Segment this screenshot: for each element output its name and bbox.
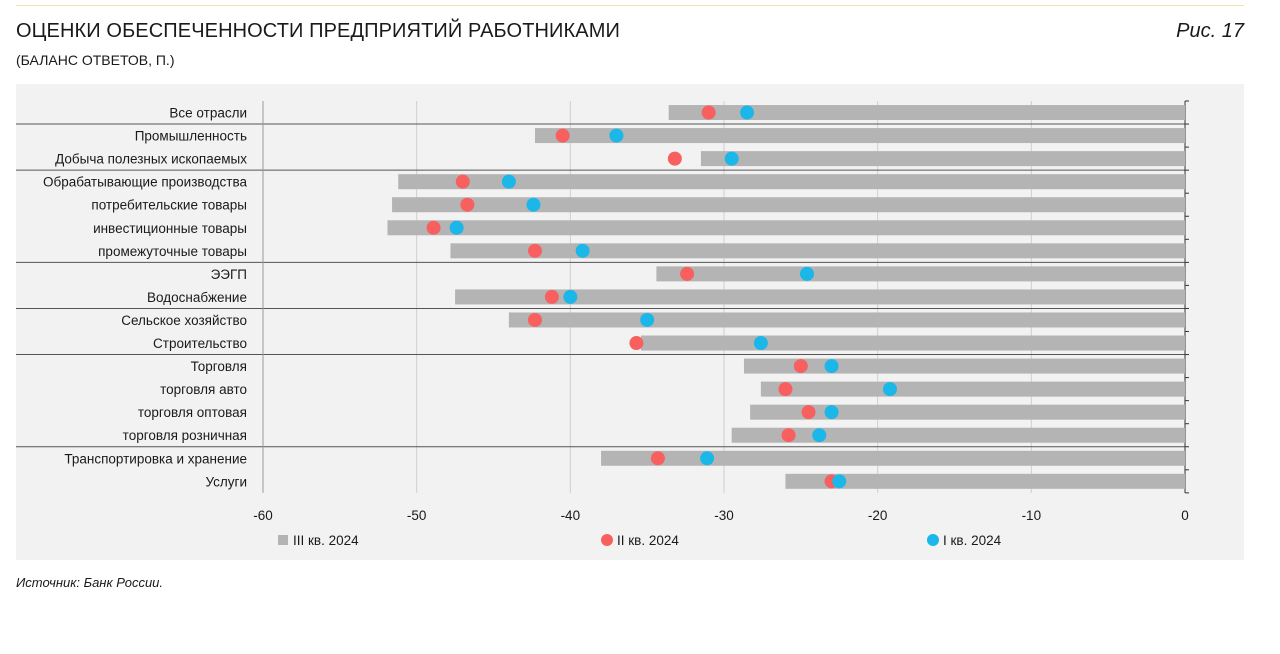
bar-q3-7 [656,266,1185,282]
bar-q3-0 [668,105,1185,121]
dot-q1-15 [700,451,715,466]
dot-q1-13 [824,405,839,420]
dot-q1-1 [609,128,624,143]
category-label: потребительские товары [91,198,247,213]
dot-q1-6 [575,243,590,258]
x-tick-label: -60 [253,508,273,523]
dot-q1-2 [724,151,739,166]
dot-q1-8 [563,289,578,304]
dot-q2-13 [801,405,816,420]
dot-q2-11 [793,359,808,374]
bar-q3-10 [641,335,1185,351]
category-label: Сельское хозяйство [121,313,247,328]
bar-q3-9 [508,312,1185,328]
dot-q2-8 [544,289,559,304]
dot-q1-4 [526,197,541,212]
bar-q3-2 [700,151,1185,167]
category-label: Строительство [153,336,247,351]
legend-q2-label: II кв. 2024 [617,533,679,548]
dot-q1-12 [882,382,897,397]
dot-q1-10 [753,336,768,351]
category-label: Услуги [205,474,247,489]
dot-q2-15 [650,451,665,466]
dot-q2-6 [527,243,542,258]
category-label: ЭЭГП [211,267,247,282]
chart-title: ОЦЕНКИ ОБЕСПЕЧЕННОСТИ ПРЕДПРИЯТИЙ РАБОТН… [16,20,620,42]
dot-q1-7 [799,266,814,281]
category-label: Все отрасли [169,106,247,121]
bar-q3-16 [785,473,1185,489]
dot-q1-3 [501,174,516,189]
bar-q3-8 [455,289,1185,305]
category-label: Промышленность [135,129,247,144]
legend-q2-swatch [601,534,613,546]
figure-label: Рис. 17 [1176,20,1244,42]
legend-q3-swatch [278,535,288,545]
bar-q3-3 [398,174,1185,190]
dot-q2-7 [680,266,695,281]
x-tick-label: 0 [1181,508,1189,523]
dot-q2-4 [460,197,475,212]
dot-q2-3 [455,174,470,189]
bar-q3-15 [601,450,1185,466]
category-label: торговля авто [160,382,247,397]
bar-q3-5 [387,220,1186,236]
dot-q2-9 [527,312,542,327]
x-tick-label: -20 [868,508,888,523]
category-label: торговля розничная [123,428,247,443]
x-tick-label: -10 [1022,508,1042,523]
bar-q3-14 [731,427,1185,443]
legend-q1-label: I кв. 2024 [943,533,1002,548]
category-label: Водоснабжение [147,290,247,305]
bar-q3-11 [743,358,1185,374]
dot-q2-2 [667,151,682,166]
dot-q1-16 [832,474,847,489]
x-tick-label: -30 [714,508,734,523]
x-tick-label: -50 [407,508,427,523]
bar-q3-12 [760,381,1185,397]
top-rule [16,5,1244,6]
dot-q2-12 [778,382,793,397]
dot-q2-5 [426,220,441,235]
category-label: Торговля [191,359,247,374]
bar-q3-1 [534,128,1185,144]
legend-q1-swatch [927,534,939,546]
category-label: торговля оптовая [138,405,247,420]
bar-q3-6 [450,243,1185,259]
dot-q2-1 [555,128,570,143]
legend-q3-label: III кв. 2024 [293,533,359,548]
bar-q3-13 [750,404,1185,420]
category-label: промежуточные товары [98,244,247,259]
dot-q1-9 [640,312,655,327]
dot-q2-0 [701,105,716,120]
chart-panel: Все отрасли Промышленность Добыча полезных… [16,84,1244,560]
chart-svg: Все отрасли Промышленность Добыча полезных… [16,100,1189,548]
category-label: Транспортировка и хранение [64,451,247,466]
bar-q3-4 [392,197,1186,213]
chart-subtitle: (БАЛАНС ОТВЕТОВ, П.) [16,52,175,68]
dot-q1-11 [824,359,839,374]
category-label: Добыча полезных ископаемых [55,152,247,167]
dot-q1-0 [740,105,755,120]
category-label: Обрабатывающие производства [43,175,247,190]
source-note: Источник: Банк России. [16,575,164,590]
dot-q2-14 [781,428,796,443]
dot-q1-14 [812,428,827,443]
category-label: инвестиционные товары [93,221,247,236]
dot-q2-10 [629,336,644,351]
x-tick-label: -40 [561,508,581,523]
dot-q1-5 [449,220,464,235]
